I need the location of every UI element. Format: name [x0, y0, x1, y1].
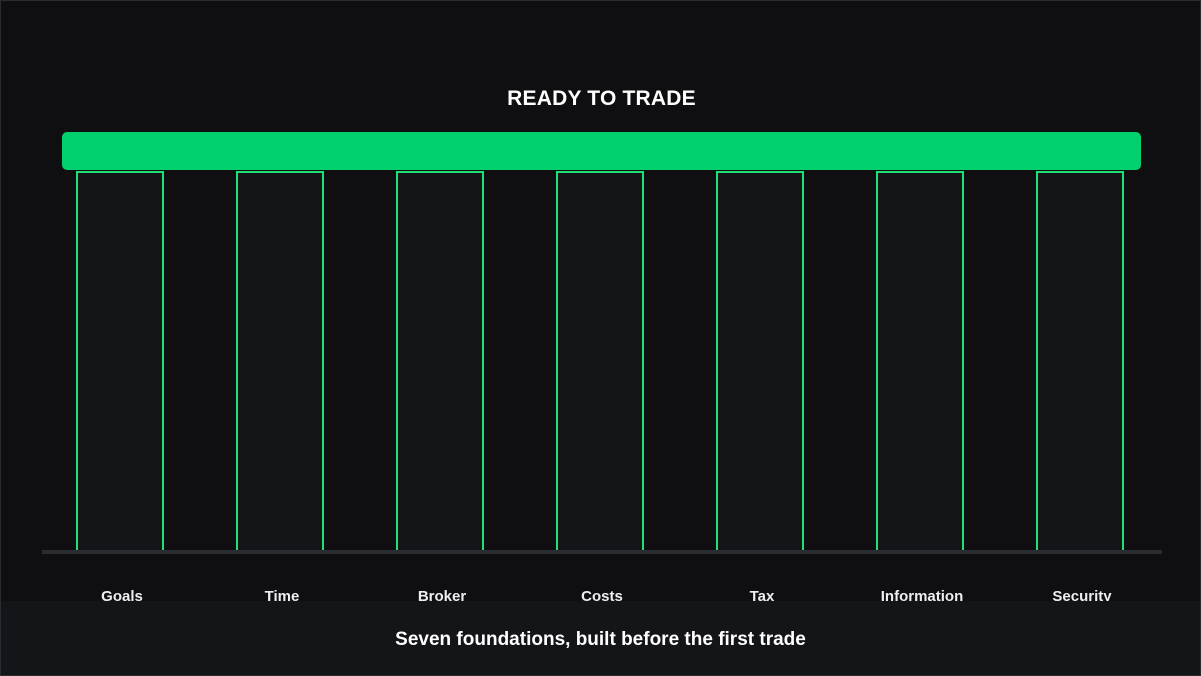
pillar-label-tax: Tax — [749, 588, 775, 605]
pillar-label-broker: Broker — [417, 588, 467, 605]
pillar-label-security: Security — [1052, 588, 1112, 605]
pillar-costs — [556, 171, 644, 550]
diagram-title: READY TO TRADE — [507, 87, 696, 110]
caption-text: Seven foundations, built before the firs… — [395, 629, 806, 650]
pillar-label-costs: Costs — [581, 588, 623, 605]
roof-beam — [62, 132, 1141, 170]
pillar-security — [1036, 171, 1124, 550]
pillar-tax — [716, 171, 804, 550]
pillar-time — [236, 171, 324, 550]
pillar-goals — [76, 171, 164, 550]
pillar-label-goals: Goals — [101, 588, 143, 605]
foundation-floor — [42, 550, 1162, 554]
caption-bar: Seven foundations, built before the firs… — [1, 601, 1200, 675]
pillar-information — [876, 171, 964, 550]
pillar-broker — [396, 171, 484, 550]
pillar-label-information: Information — [880, 588, 964, 605]
pillar-label-time: Time — [264, 588, 300, 605]
